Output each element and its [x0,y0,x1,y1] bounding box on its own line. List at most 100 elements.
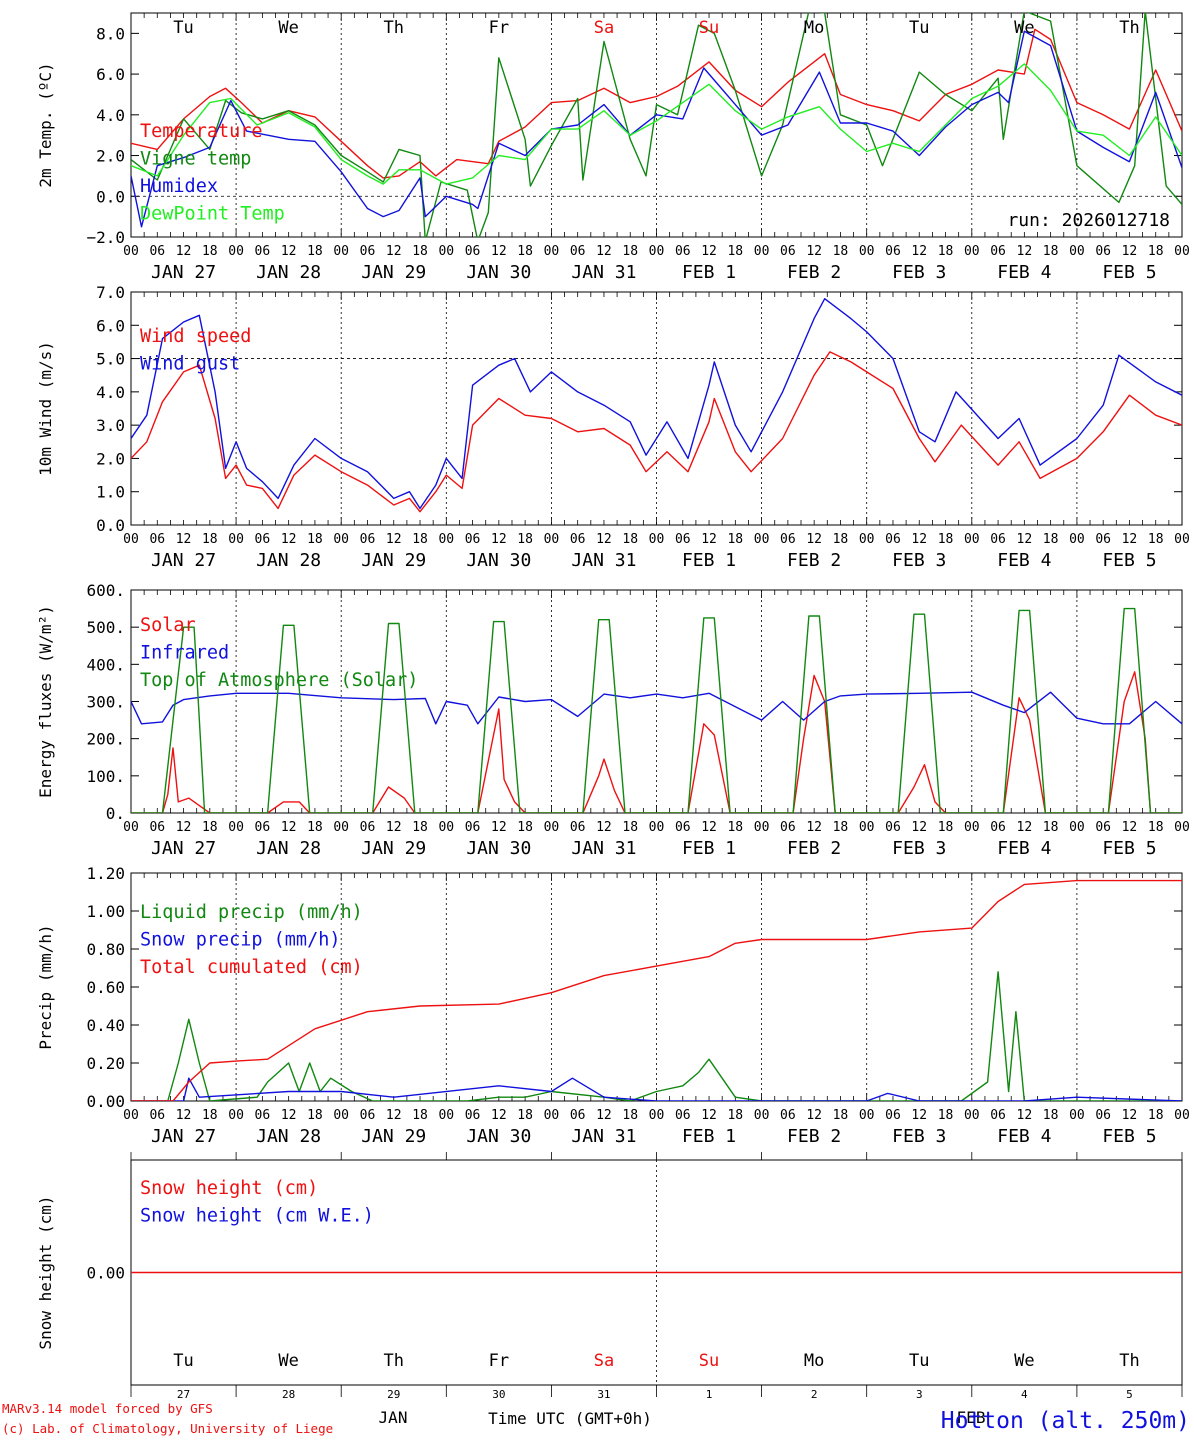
hour-tick-label: 00 [438,244,454,259]
hour-tick-label: 00 [964,1108,980,1123]
day-number: 28 [282,1388,295,1401]
hour-tick-label: 00 [123,532,139,547]
series-group [131,879,1182,1101]
series-line-humidex [131,30,1182,228]
legend-entry: Snow precip (mm/h) [140,930,340,951]
hour-tick-label: 18 [412,244,428,259]
panels: −2.0 0.0 2.0 4.0 6.0 8.0 2m Temp. (ºC) Temperat… [36,12,1190,1401]
date-label: JAN 31 [571,262,636,283]
day-number: 3 [916,1388,923,1401]
date-label: JAN 28 [256,1126,321,1147]
date-label: JAN 28 [256,550,321,571]
series-group [131,607,1182,813]
hour-tick-label: 12 [911,1108,927,1123]
hour-tick-label: 12 [1017,1108,1033,1123]
hour-tick-label: 12 [491,244,507,259]
hour-tick-label: 06 [675,532,691,547]
hour-tick-label: 00 [333,820,349,835]
legend-entry: Humidex [140,176,218,197]
date-label: FEB 2 [787,838,841,859]
hour-tick-label: 00 [438,532,454,547]
hour-tick-label: 18 [727,532,743,547]
hour-tick-label: 06 [149,532,165,547]
hour-tick-label: 00 [649,532,665,547]
hour-tick-label: 18 [938,532,954,547]
date-label: FEB 4 [997,262,1051,283]
date-label: JAN 28 [256,262,321,283]
hour-tick-label: 06 [570,532,586,547]
hour-tick-label: 12 [1122,1108,1138,1123]
weekday-label: Tu [909,1351,929,1371]
series-line-infrared [131,691,1182,725]
y-axis-title: Precip (mm/h) [36,924,55,1049]
hour-tick-label: 00 [754,532,770,547]
hour-tick-label: 18 [833,244,849,259]
hour-tick-label: 12 [281,244,297,259]
hour-tick-label: 06 [360,820,376,835]
hour-tick-label: 18 [307,532,323,547]
hour-tick-label: 12 [281,1108,297,1123]
y-tick-label: 0. [106,804,125,823]
hour-tick-label: 18 [202,820,218,835]
hour-tick-label: 18 [938,244,954,259]
hour-tick-label: 12 [911,244,927,259]
series-line-top-of-atmosphere-solar- [131,607,1182,813]
hour-tick-label: 12 [701,244,717,259]
hour-tick-label: 18 [202,244,218,259]
hour-tick-label: 12 [281,532,297,547]
hour-tick-label: 06 [1095,244,1111,259]
hour-tick-label: 00 [123,1108,139,1123]
hour-tick-label: 12 [1017,244,1033,259]
hour-tick-label: 06 [780,244,796,259]
date-label: FEB 4 [997,838,1051,859]
hour-tick-label: 06 [255,244,271,259]
hour-tick-label: 18 [307,820,323,835]
weekday-label: We [278,18,298,38]
date-label: FEB 1 [682,262,736,283]
legend-entry: Wind gust [140,354,240,375]
hour-tick-label: 12 [701,820,717,835]
legend-entry: Top of Atmosphere (Solar) [140,670,418,691]
weekday-label: Fr [489,1351,509,1371]
run-annotation: run: 2026012718 [1007,210,1170,231]
y-tick-label: 0.40 [86,1016,125,1035]
date-label: JAN 28 [256,838,321,859]
weekday-label: We [1014,1351,1034,1371]
weekday-label: Mo [804,18,824,38]
legend-entry: Temperature [140,121,263,142]
hour-tick-label: 12 [176,532,192,547]
date-label: FEB 1 [682,838,736,859]
hour-tick-label: 18 [517,820,533,835]
hour-tick-label: 12 [491,820,507,835]
y-axis-title: Snow height (cm) [36,1195,55,1349]
y-tick-label: 0.20 [86,1054,125,1073]
hour-tick-label: 06 [990,1108,1006,1123]
date-label: FEB 2 [787,1126,841,1147]
hour-tick-label: 12 [176,820,192,835]
y-tick-label: 0.00 [86,1264,125,1283]
hour-tick-label: 12 [911,532,927,547]
date-label: FEB 5 [1102,1126,1156,1147]
panel-temperature: −2.0 0.0 2.0 4.0 6.0 8.0 2m Temp. (ºC) Temperat… [36,12,1190,283]
hour-tick-label: 06 [255,532,271,547]
hour-tick-label: 06 [255,1108,271,1123]
date-label: JAN 31 [571,1126,636,1147]
hour-tick-label: 18 [1043,532,1059,547]
day-number: 30 [492,1388,505,1401]
hour-tick-label: 12 [596,244,612,259]
date-label: FEB 5 [1102,550,1156,571]
weekday-label: Th [1119,1351,1139,1371]
hour-tick-label: 06 [360,244,376,259]
series-group [131,298,1182,513]
hour-tick-label: 06 [255,820,271,835]
hour-tick-label: 06 [675,244,691,259]
hour-tick-label: 06 [885,820,901,835]
series-line-solar [131,671,1182,813]
hour-tick-label: 18 [622,532,638,547]
panel-wind: 0.0 1.0 2.0 3.0 4.0 5.0 6.0 7.0 10m Wind (m/s) Wi… [36,283,1190,571]
y-tick-label: 0.80 [86,940,125,959]
hour-tick-label: 00 [333,244,349,259]
hour-tick-label: 12 [1017,820,1033,835]
y-tick-label: 6.0 [96,65,125,84]
hour-tick-label: 18 [938,1108,954,1123]
